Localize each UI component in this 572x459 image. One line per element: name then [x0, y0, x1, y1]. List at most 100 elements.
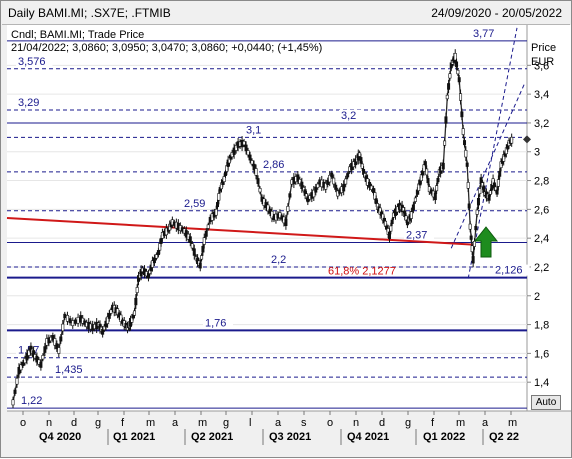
candle-body: [15, 377, 19, 385]
y-tick-label: 3,2: [534, 118, 549, 130]
y-tick-label: 2,2: [534, 262, 549, 274]
candle-body: [266, 204, 270, 212]
trendlines: [6, 27, 526, 279]
level-label-bg: [203, 317, 233, 329]
candle-body: [455, 61, 459, 68]
candle-body: [254, 168, 258, 176]
level-label-bg: [16, 55, 53, 67]
candle-body: [510, 136, 514, 144]
candle-body: [13, 389, 17, 394]
candle-body: [246, 150, 250, 156]
y-tick-label: 1,4: [534, 377, 549, 389]
candle-body: [334, 184, 338, 190]
candle-body: [68, 318, 72, 324]
quarter-label: Q3 2021: [269, 431, 311, 443]
candle-body: [498, 170, 502, 177]
level-label: 3,29: [18, 97, 39, 109]
candle-body: [133, 310, 137, 316]
candle-body: [467, 203, 471, 209]
quarter-label: Q4 2021: [347, 431, 389, 443]
candle-body: [460, 111, 464, 118]
level-label: 1,22: [21, 395, 42, 407]
price-series: [11, 49, 514, 409]
candle-body: [23, 358, 27, 364]
x-tick-label: n: [46, 417, 52, 429]
candle-body: [59, 336, 63, 342]
candle-body: [152, 257, 156, 264]
level-label: 3,576: [18, 56, 46, 68]
candle-body: [470, 245, 474, 253]
candle-body: [443, 140, 447, 146]
level-label-bg: [471, 27, 501, 39]
level-label: 2,126: [495, 265, 523, 277]
candle-body: [427, 186, 431, 193]
candle-body: [346, 173, 350, 178]
candle-body: [459, 93, 463, 101]
y-tick-label: 3: [534, 147, 540, 159]
y-axis-panel[interactable]: [527, 25, 571, 411]
candle-body: [21, 361, 25, 367]
candle-body: [476, 198, 480, 206]
candle-body: [284, 218, 288, 226]
candle-body: [332, 177, 336, 185]
x-tick-label: a: [172, 417, 179, 429]
candle-body: [278, 212, 282, 219]
auto-scale-button[interactable]: Auto: [531, 395, 561, 410]
candle-body: [51, 335, 55, 341]
candle-body: [312, 189, 316, 198]
level-label: 2,59: [184, 198, 205, 210]
candle-body: [472, 241, 476, 247]
y-tick-label: 3,4: [534, 89, 549, 101]
level-label-bg: [261, 158, 291, 170]
y-tick-label: 2,4: [534, 233, 549, 245]
candle-body: [330, 172, 334, 177]
candle-body: [316, 183, 320, 188]
candle-body: [359, 157, 363, 164]
candle-body: [435, 185, 439, 192]
y-tick-label: 2: [534, 291, 540, 303]
candle-body: [256, 178, 260, 184]
up-arrow-icon: [473, 226, 499, 258]
candle-body: [425, 168, 429, 176]
candle-body: [478, 188, 482, 195]
level-label: 1,435: [55, 364, 83, 376]
candle-body: [134, 297, 138, 306]
candle-body: [495, 189, 499, 195]
candle-body: [198, 262, 202, 269]
candle-body: [453, 53, 457, 61]
candle-body: [216, 202, 220, 208]
candle-body: [242, 140, 246, 146]
legend-ohlc: 21/04/2022; 3,0860; 3,0950; 3,0470; 3,08…: [11, 42, 322, 54]
candle-body: [456, 69, 460, 75]
candle-body: [41, 355, 45, 360]
level-label: 3,2: [341, 110, 356, 122]
x-tick-label: m: [146, 417, 155, 429]
candle-body: [244, 144, 248, 152]
candle-body: [71, 320, 75, 327]
candle-body: [468, 223, 472, 230]
candle-body: [370, 185, 374, 190]
candle-body: [433, 192, 437, 201]
candle-body: [202, 237, 206, 245]
x-tick-label: n: [353, 417, 359, 429]
candle-body: [463, 140, 467, 146]
plot-area[interactable]: [7, 25, 527, 411]
candle-body: [11, 399, 15, 406]
fib-label: 61,8% 2,1277: [328, 266, 396, 278]
candle-body: [39, 362, 43, 368]
candle-body: [190, 243, 194, 249]
level-label-bg: [339, 109, 363, 121]
channel-lower-line: [450, 82, 526, 249]
candle-body: [496, 179, 500, 187]
candle-body: [441, 162, 445, 170]
candle-body: [188, 236, 192, 243]
chart-titlebar: Daily BAMI.MI; .SX7E; .FTMIB 24/09/2020 …: [2, 2, 570, 25]
x-tick-label: d: [71, 417, 77, 429]
candle-body: [73, 319, 77, 324]
x-tick-label: a: [482, 417, 489, 429]
y-tick-label: 2,6: [534, 204, 549, 216]
x-tick-label: g: [223, 417, 229, 429]
candle-body: [232, 147, 236, 155]
x-tick-label: f: [431, 417, 435, 429]
